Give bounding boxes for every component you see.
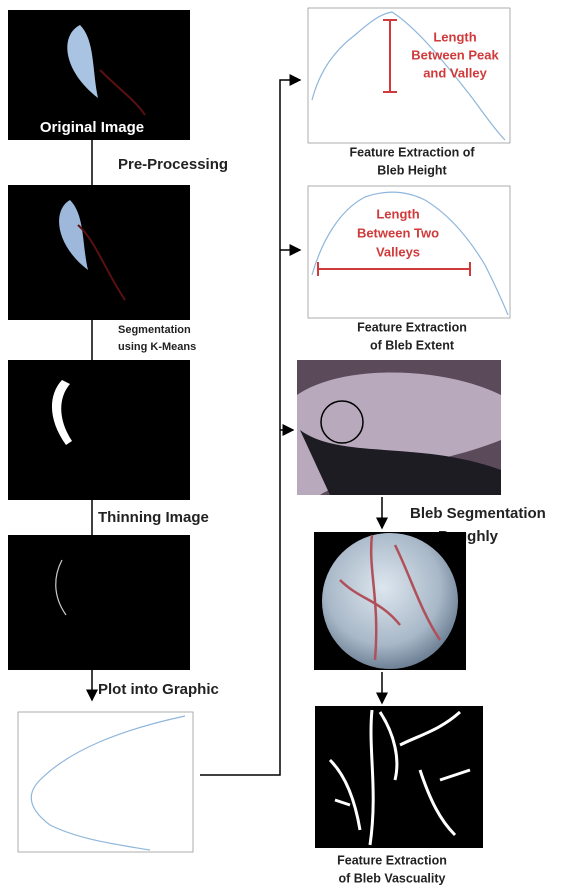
annotation: Length — [376, 206, 419, 221]
flow-line — [200, 80, 300, 775]
plot-graphic — [18, 712, 193, 852]
annotation: Between Peak — [411, 47, 499, 62]
step-label: Bleb Segmentation — [410, 505, 546, 522]
annotation: Between Two — [357, 225, 439, 240]
step-label: Plot into Graphic — [98, 681, 219, 698]
vascularity-image — [315, 706, 483, 848]
step-label: using K-Means — [118, 341, 196, 353]
caption: Feature Extraction — [337, 853, 447, 867]
annotation: and Valley — [423, 65, 487, 80]
caption: Feature Extraction — [357, 320, 467, 334]
caption: of Bleb Vascuality — [339, 871, 446, 885]
step-label: Thinning Image — [98, 509, 209, 526]
diagram: Original Image Pre-Processing Segmentati… — [0, 0, 587, 890]
bleb-disc — [322, 533, 458, 669]
annotation: Length — [433, 29, 476, 44]
caption: of Bleb Extent — [370, 338, 455, 352]
annotation: Valleys — [376, 244, 420, 259]
step-label: Pre-Processing — [118, 156, 228, 173]
thinned-image — [8, 535, 190, 670]
segmented-image — [8, 360, 190, 500]
caption: Feature Extraction of — [349, 145, 475, 159]
caption: Bleb Height — [377, 163, 447, 177]
step-label: Segmentation — [118, 324, 191, 336]
image-label: Original Image — [40, 119, 144, 136]
